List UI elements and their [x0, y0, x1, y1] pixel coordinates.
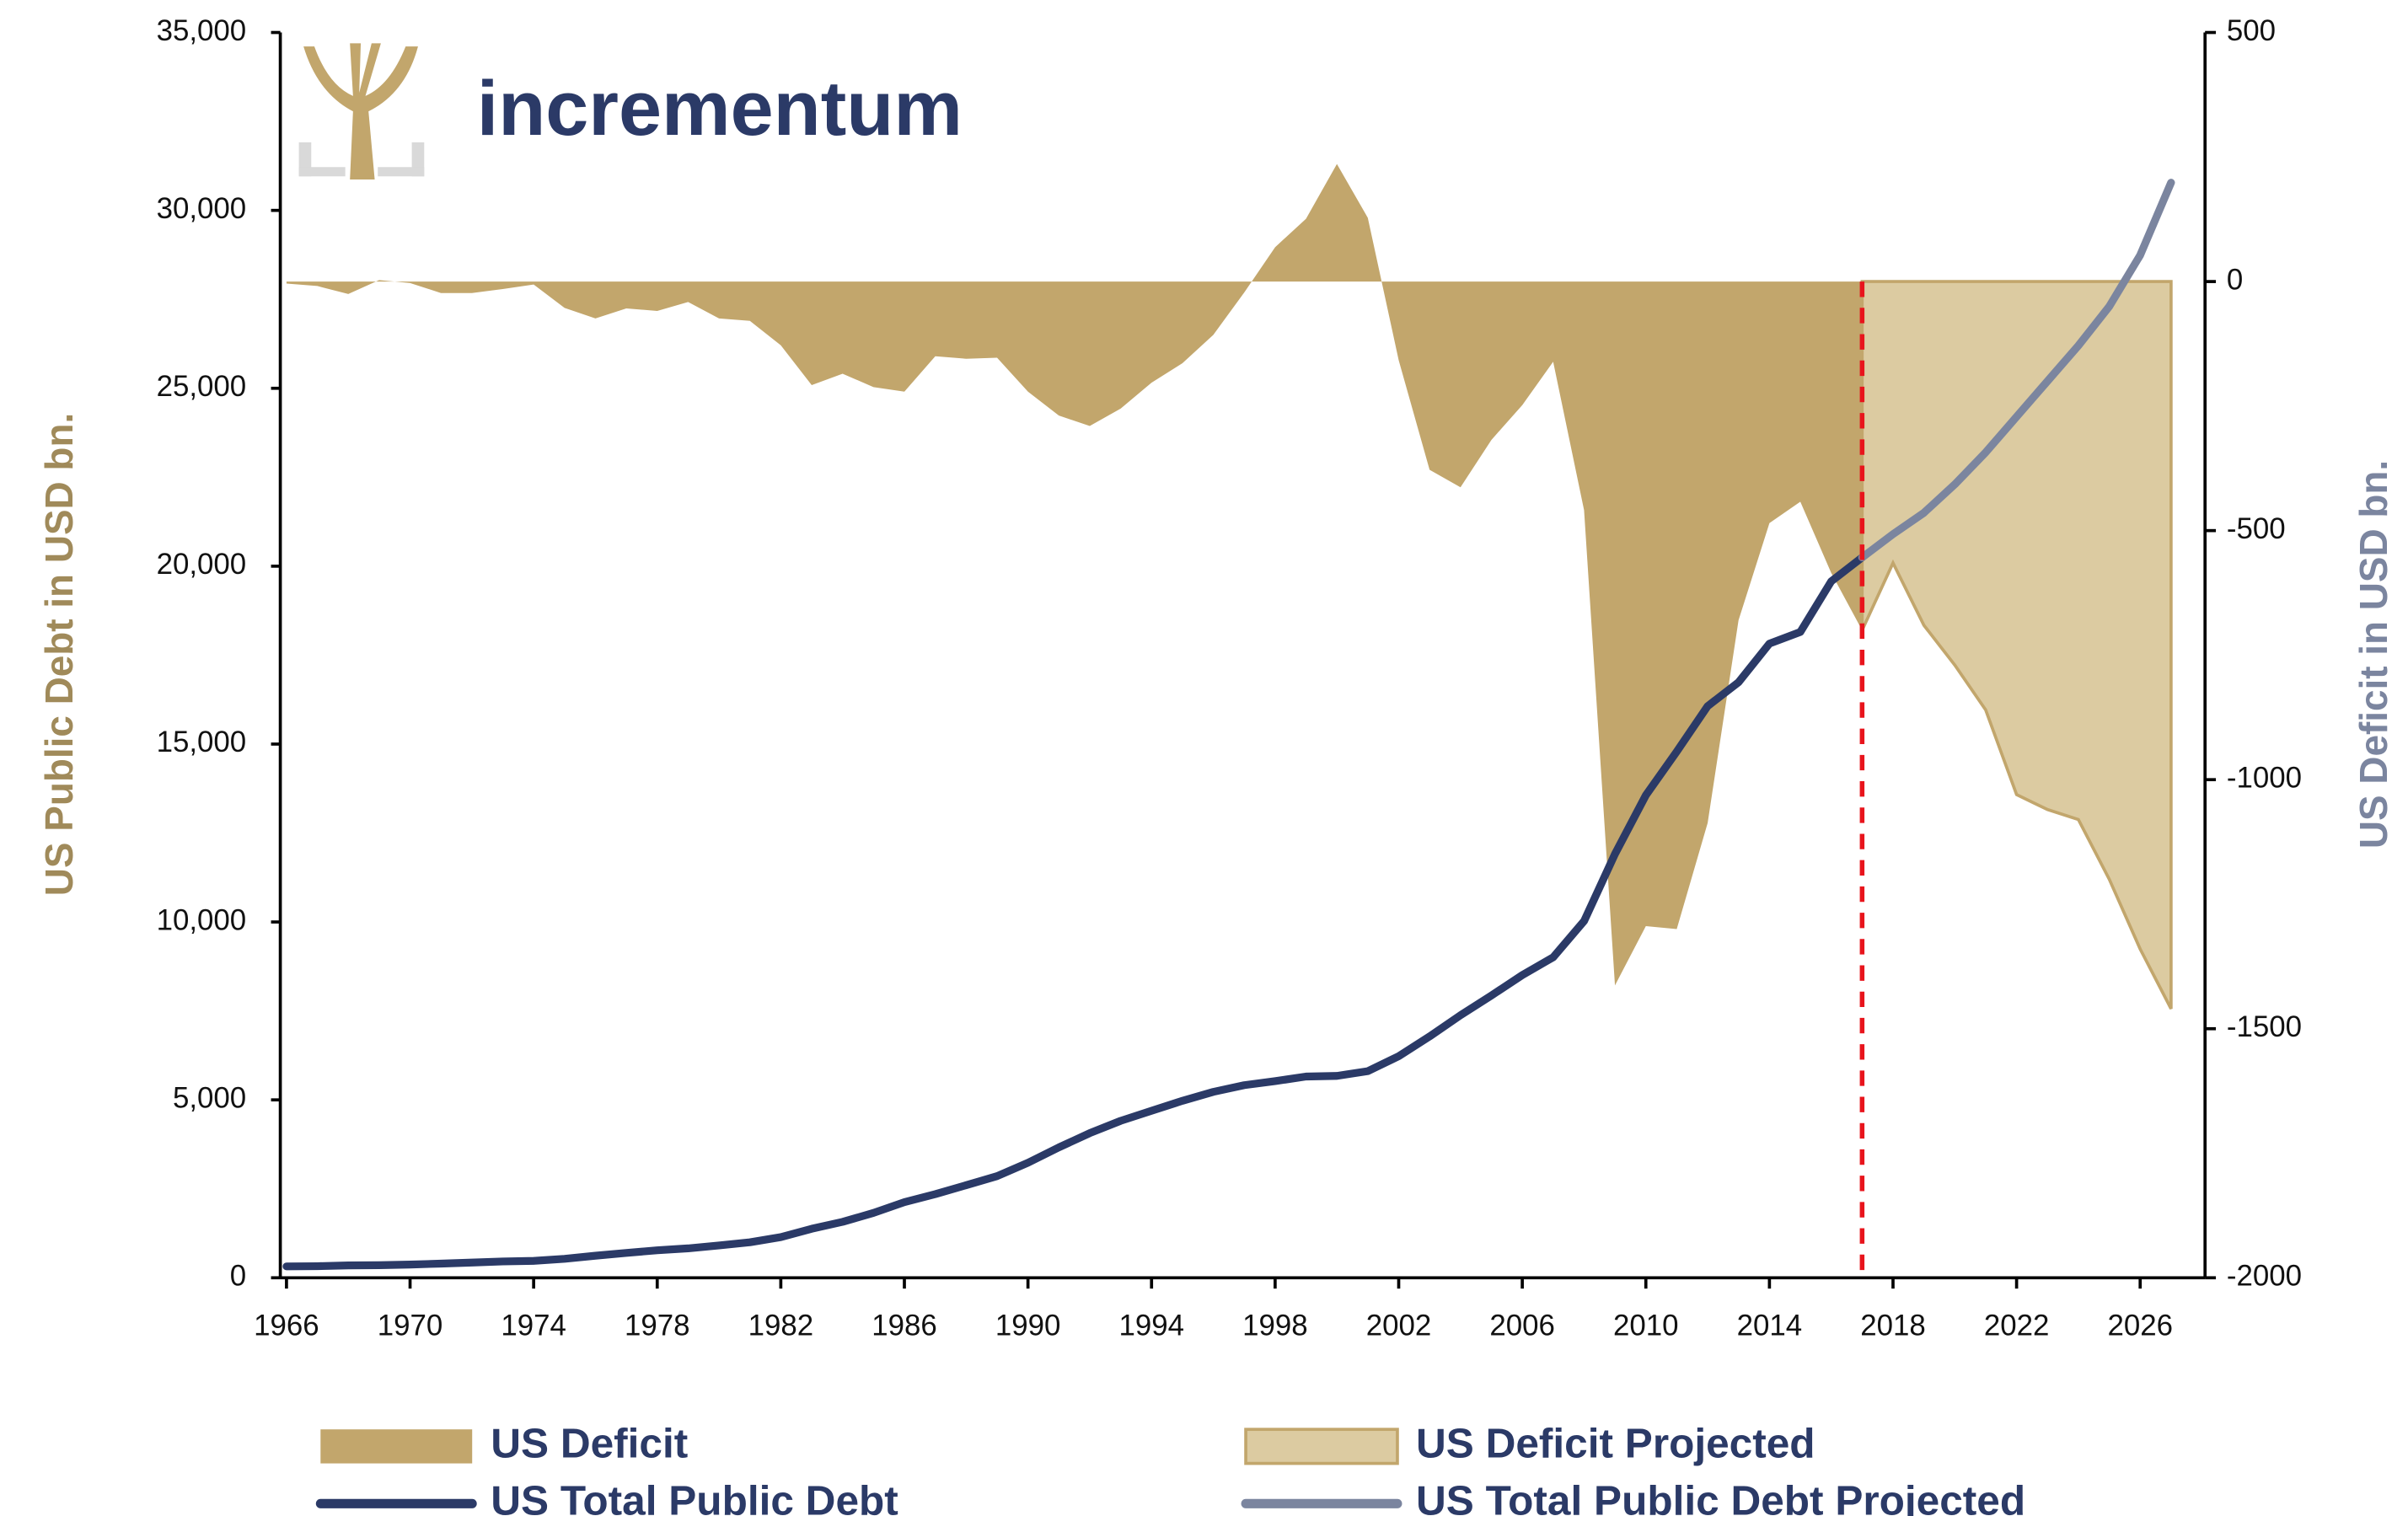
legend-label: US Deficit [491, 1419, 688, 1466]
y2-axis-title: US Deficit in USD bn. [2352, 460, 2395, 849]
y-tick-label: 5,000 [173, 1081, 246, 1114]
y2-tick-label: -500 [2227, 512, 2286, 545]
x-tick-label: 1986 [871, 1309, 937, 1342]
area [286, 163, 1863, 986]
x-tick-label: 1998 [1242, 1309, 1308, 1342]
x-tick-label: 1982 [748, 1309, 814, 1342]
y-tick-label: 15,000 [157, 726, 247, 758]
logo-text: incrementum [477, 66, 963, 152]
x-tick-label: 2026 [2107, 1309, 2173, 1342]
logo-icon [298, 43, 425, 179]
x-tick-label: 2014 [1737, 1309, 1803, 1342]
y-axis-title: US Public Debt in USD bn. [37, 413, 81, 896]
legend-label: US Total Public Debt [491, 1476, 898, 1516]
x-tick-label: 2022 [1984, 1309, 2050, 1342]
line [1858, 179, 2175, 562]
y2-tick-label: -2000 [2227, 1260, 2302, 1293]
legend-label: US Total Public Debt Projected [1416, 1476, 2025, 1516]
legend-label: US Deficit Projected [1416, 1419, 1815, 1466]
x-tick-label: 2010 [1613, 1309, 1679, 1342]
y-tick-label: 35,000 [157, 14, 247, 47]
y2-tick-label: 500 [2227, 14, 2276, 47]
y2-tick-label: -1500 [2227, 1010, 2302, 1043]
x-tick-label: 1974 [501, 1309, 566, 1342]
y-tick-label: 30,000 [157, 192, 247, 225]
x-tick-label: 2018 [1860, 1309, 1926, 1342]
y2-tick-label: 0 [2227, 263, 2243, 296]
x-tick-label: 1990 [995, 1309, 1061, 1342]
y-tick-label: 25,000 [157, 370, 247, 403]
x-tick-label: 2002 [1366, 1309, 1432, 1342]
x-tick-label: 1970 [378, 1309, 443, 1342]
x-tick-label: 2006 [1489, 1309, 1555, 1342]
y2-tick-label: -1000 [2227, 761, 2302, 794]
legend-swatch [1244, 1428, 1399, 1465]
y-tick-label: 0 [230, 1260, 246, 1293]
y-tick-label: 10,000 [157, 903, 247, 936]
line [282, 553, 1866, 1271]
legend-swatch [320, 1429, 473, 1464]
x-tick-label: 1978 [625, 1309, 690, 1342]
y-tick-label: 20,000 [157, 548, 247, 581]
area [1860, 280, 2173, 1010]
x-tick-label: 1994 [1118, 1309, 1184, 1342]
x-tick-label: 1966 [254, 1309, 319, 1342]
